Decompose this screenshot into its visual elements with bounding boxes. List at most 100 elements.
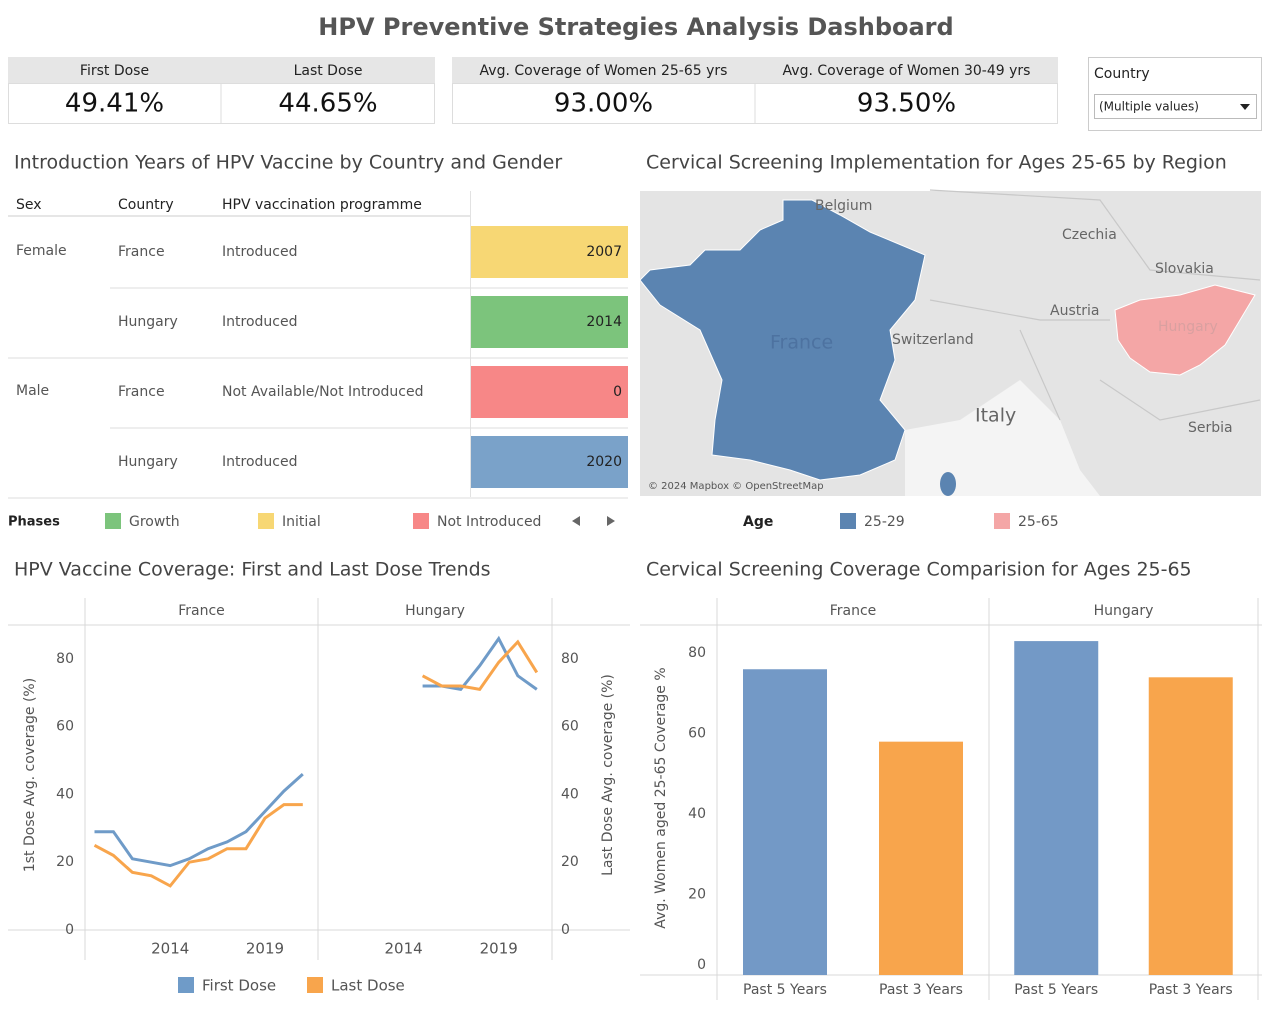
kpi-label: Avg. Coverage of Women 30-49 yrs	[783, 63, 1031, 79]
sex-label: Female	[16, 243, 67, 259]
x-tick-label: 2014	[151, 940, 189, 958]
corsica-region	[940, 472, 956, 496]
legend-label: Initial	[282, 514, 321, 530]
column-header: HPV vaccination programme	[222, 197, 422, 213]
legend-swatch	[413, 513, 429, 529]
facet-header: France	[830, 603, 877, 619]
map-label: Slovakia	[1155, 261, 1214, 277]
series-line	[421, 639, 539, 692]
series-line	[93, 803, 303, 888]
legend-label: 25-65	[1018, 514, 1059, 530]
year-cell: 2020	[586, 454, 622, 470]
y-tick-label: 0	[697, 957, 706, 973]
kpi-header	[8, 57, 435, 83]
x-tick-label: Past 3 Years	[1149, 982, 1233, 998]
y-tick-label: 80	[56, 651, 74, 667]
legend-title: Age	[743, 514, 773, 530]
y-tick-label: 80	[688, 645, 706, 661]
filter-dropdown[interactable]: (Multiple values)	[1094, 94, 1257, 119]
map-label: France	[770, 332, 833, 354]
programme-cell: Introduced	[222, 454, 297, 470]
line-frame	[8, 598, 630, 960]
x-tick-label: Past 3 Years	[879, 982, 963, 998]
y-tick-label: 60	[688, 726, 706, 742]
kpi-value: 93.50%	[857, 89, 956, 119]
map-label: Serbia	[1188, 420, 1233, 436]
map-label: Hungary	[1158, 319, 1218, 335]
y2-tick-label: 40	[561, 786, 579, 802]
year-cell: 0	[613, 384, 622, 400]
country-cell: Hungary	[118, 314, 178, 330]
phase-cell	[471, 296, 628, 348]
series-line	[94, 772, 304, 868]
bar	[743, 669, 827, 975]
dropdown-value[interactable]: (Multiple values)	[1099, 100, 1199, 114]
map-label: Czechia	[1062, 227, 1117, 243]
map-label: Italy	[975, 405, 1016, 427]
y-tick-label: 40	[688, 806, 706, 822]
dropdown-box[interactable]	[1094, 94, 1257, 119]
dropdown-arrow[interactable]	[1240, 104, 1250, 110]
y-tick-label: 60	[56, 719, 74, 735]
kpi-label: First Dose	[80, 63, 149, 79]
y-tick-label: 20	[688, 887, 706, 903]
sex-label: Male	[16, 383, 49, 399]
legend-swatch	[840, 513, 856, 529]
kpi-header	[452, 57, 1058, 83]
column-header: Country	[118, 197, 174, 213]
sea	[905, 380, 1100, 496]
x-tick-label: 2019	[480, 940, 518, 958]
france-region	[639, 199, 926, 481]
legend-label: Growth	[129, 514, 180, 530]
map-attribution: © 2024 Mapbox © OpenStreetMap	[648, 481, 824, 492]
bar	[1014, 641, 1099, 975]
legend-swatch	[994, 513, 1010, 529]
map-label: Belgium	[815, 198, 872, 214]
phase-cell	[471, 436, 628, 488]
x-tick-label: 2019	[246, 940, 284, 958]
y2-axis-title: Last Dose Avg. coverage (%)	[600, 674, 616, 876]
filter-label: Country	[1094, 66, 1150, 82]
x-tick-label: Past 5 Years	[743, 982, 827, 998]
y-axis-title: Avg. Women aged 25-65 Coverage %	[653, 667, 669, 928]
kpi-label: Avg. Coverage of Women 25-65 yrs	[480, 63, 728, 79]
country-cell: France	[118, 384, 165, 400]
kpi-label: Last Dose	[294, 63, 363, 79]
phase-cell	[471, 226, 628, 278]
bar	[1148, 677, 1233, 975]
legend-swatch	[105, 513, 121, 529]
legend-swatch	[178, 977, 194, 993]
legend-label: 25-29	[864, 514, 905, 530]
country-cell: France	[118, 244, 165, 260]
y2-tick-label: 60	[561, 719, 579, 735]
kpi-value: 49.41%	[65, 89, 164, 119]
bar-chart-title: Cervical Screening Coverage Comparision …	[646, 559, 1192, 581]
year-cell: 2014	[586, 314, 622, 330]
legend-label: Not Introduced	[437, 514, 541, 530]
dashboard-title: HPV Preventive Strategies Analysis Dashb…	[318, 13, 953, 41]
facet-header: France	[178, 603, 225, 619]
hungary-region	[1114, 284, 1256, 376]
borders	[929, 189, 1261, 421]
legend-prev[interactable]	[572, 516, 580, 526]
table-title: Introduction Years of HPV Vaccine by Cou…	[14, 152, 562, 174]
legend-swatch	[258, 513, 274, 529]
y-tick-label: 20	[56, 854, 74, 870]
legend-swatch	[307, 977, 323, 993]
facet-header: Hungary	[1094, 603, 1154, 619]
legend-label: Last Dose	[331, 977, 405, 995]
facet-header: Hungary	[405, 603, 465, 619]
y-tick-label: 40	[56, 786, 74, 802]
map-label: Austria	[1050, 303, 1099, 319]
y-axis-title: 1st Dose Avg. coverage (%)	[22, 678, 38, 872]
country-cell: Hungary	[118, 454, 178, 470]
y2-tick-label: 20	[561, 854, 579, 870]
phase-cell	[471, 366, 628, 418]
y-tick-label: 0	[65, 922, 74, 938]
column-header: Sex	[16, 197, 42, 213]
map-title: Cervical Screening Implementation for Ag…	[646, 152, 1227, 174]
line-chart-title: HPV Vaccine Coverage: First and Last Dos…	[14, 559, 491, 581]
programme-cell: Introduced	[222, 314, 297, 330]
legend-next[interactable]	[607, 516, 615, 526]
